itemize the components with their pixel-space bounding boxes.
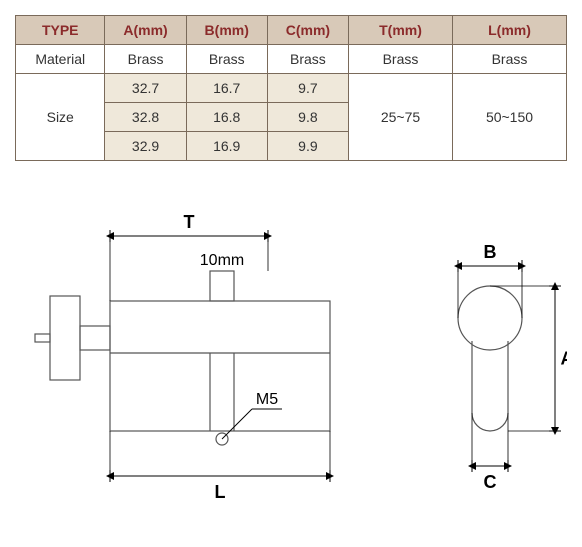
h-type: TYPE (16, 16, 105, 45)
svg-text:L: L (215, 482, 226, 502)
mat-b: Brass (186, 45, 267, 74)
diagram: M5 T 10mm L B A C (15, 191, 567, 511)
spec-table: TYPE A(mm) B(mm) C(mm) T(mm) L(mm) Mater… (15, 15, 567, 161)
diagram-svg: M5 T 10mm L B A C (15, 191, 567, 511)
svg-text:M5: M5 (256, 391, 278, 408)
h-t: T(mm) (349, 16, 453, 45)
s3-a: 32.9 (105, 132, 186, 161)
svg-text:C: C (484, 472, 497, 492)
svg-text:T: T (184, 212, 195, 232)
svg-text:A: A (561, 349, 568, 369)
mat-t: Brass (349, 45, 453, 74)
header-row: TYPE A(mm) B(mm) C(mm) T(mm) L(mm) (16, 16, 567, 45)
s3-b: 16.9 (186, 132, 267, 161)
size-label: Size (16, 74, 105, 161)
s2-a: 32.8 (105, 103, 186, 132)
t-value: 25~75 (349, 74, 453, 161)
mat-l: Brass (453, 45, 567, 74)
mat-a: Brass (105, 45, 186, 74)
s1-a: 32.7 (105, 74, 186, 103)
mat-c: Brass (267, 45, 348, 74)
svg-text:B: B (484, 242, 497, 262)
svg-text:10mm: 10mm (200, 252, 244, 269)
h-a: A(mm) (105, 16, 186, 45)
mat-label: Material (16, 45, 105, 74)
s3-c: 9.9 (267, 132, 348, 161)
l-value: 50~150 (453, 74, 567, 161)
s1-c: 9.7 (267, 74, 348, 103)
s2-b: 16.8 (186, 103, 267, 132)
h-c: C(mm) (267, 16, 348, 45)
h-l: L(mm) (453, 16, 567, 45)
s2-c: 9.8 (267, 103, 348, 132)
material-row: Material Brass Brass Brass Brass Brass (16, 45, 567, 74)
size-row-1: Size 32.7 16.7 9.7 25~75 50~150 (16, 74, 567, 103)
h-b: B(mm) (186, 16, 267, 45)
s1-b: 16.7 (186, 74, 267, 103)
